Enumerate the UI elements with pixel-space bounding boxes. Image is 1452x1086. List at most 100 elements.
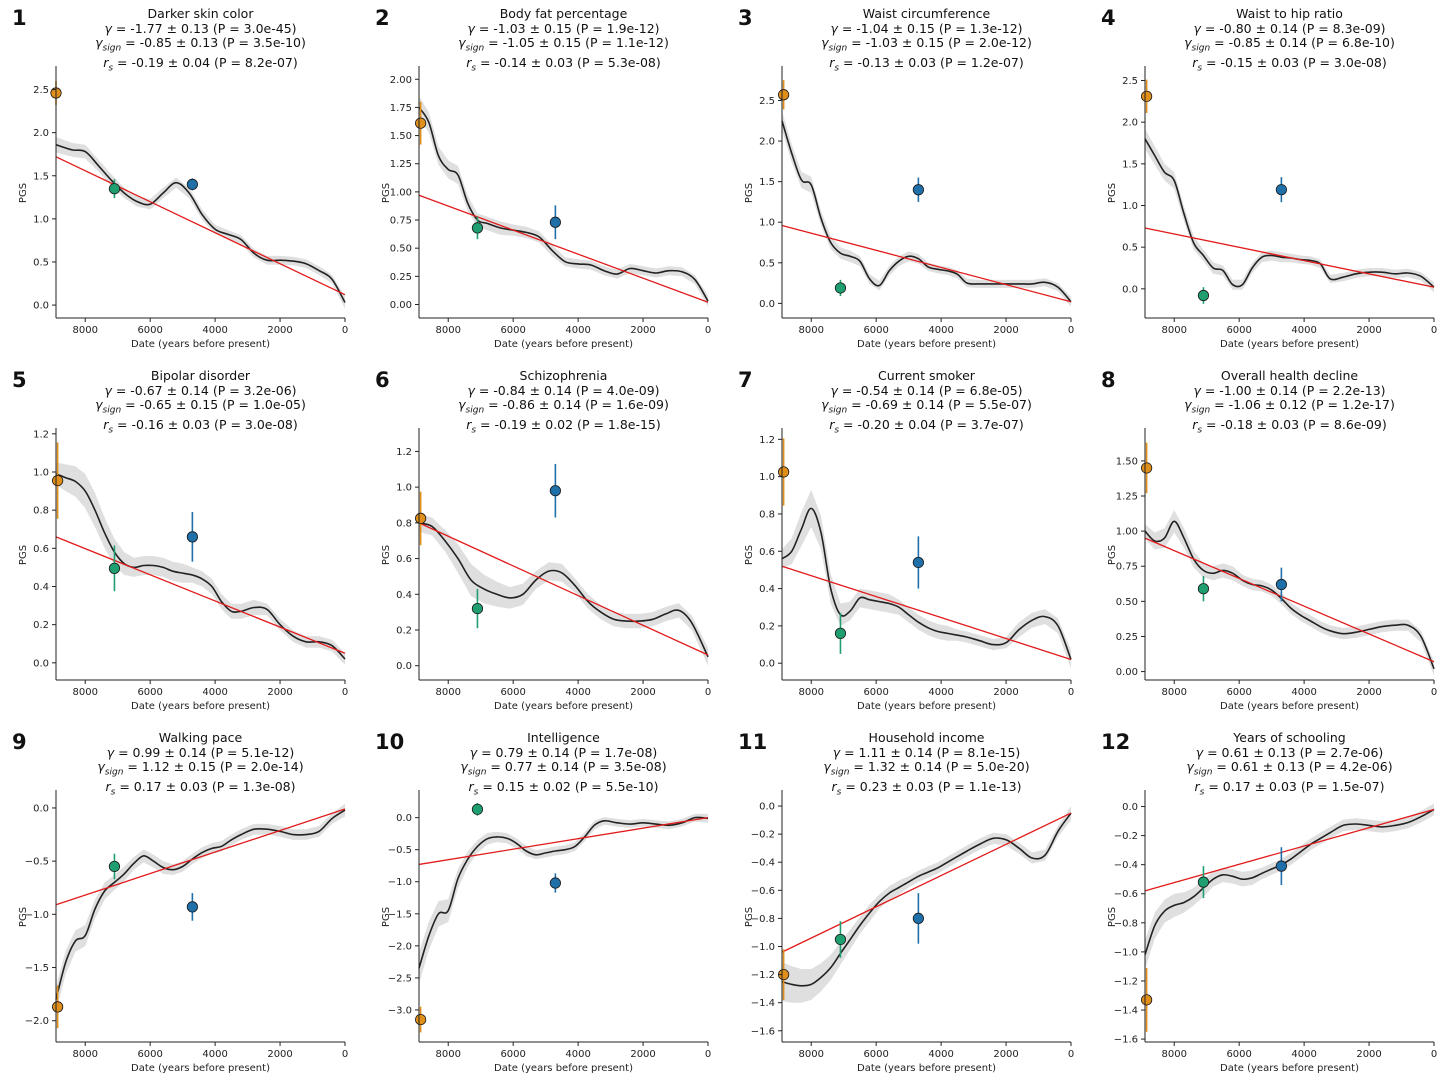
y-tick-label: 0.50 [390,244,412,255]
y-tick-label: 2.0 [33,128,49,139]
gamma-sign-stat: γsign = -1.05 ± 0.15 (P = 1.1e-12) [458,35,669,54]
x-tick-label: 6000 [137,325,162,336]
chart-panel: 2 Body fat percentage γ = -1.03 ± 0.15 (P … [363,0,726,362]
panel-number: 11 [738,730,768,754]
smoothed-curve [55,809,346,1000]
gamma-stat: γ = -1.00 ± 0.14 (P = 2.2e-13) [1193,382,1386,398]
panel-title-block: Years of schooling γ = 0.61 ± 0.13 (P = 2… [1075,730,1452,800]
y-tick-label: 1.2 [759,435,775,446]
x-tick-label: 2000 [993,687,1018,698]
x-tick-label: 2000 [267,325,292,336]
chart-panel: 9 Walking pace γ = 0.99 ± 0.14 (P = 5.1e-1… [0,724,363,1086]
plot-area: 8000 6000 4000 2000 0 0.0 0.5 1.0 1.5 2.0 2.5 Date … [744,66,1074,350]
regression-line [55,536,346,654]
x-tick-label: 4000 [928,1049,953,1060]
x-tick-label: 8000 [435,325,460,336]
data-point [471,803,484,815]
gamma-sign-stat: γsign = -0.85 ± 0.14 (P = 6.8e-10) [1184,35,1395,54]
x-tick-label: 4000 [928,687,953,698]
panel-title: Waist to hip ratio [1236,6,1343,21]
panel-title: Years of schooling [1233,730,1346,745]
panel-number: 2 [375,6,390,30]
confidence-band [782,489,1071,669]
panel-number: 3 [738,6,753,30]
y-axis-label: PGS [744,545,755,565]
plot-area: 8000 6000 4000 2000 0 0.0 0.2 0.4 0.6 0.8 1.0 1.2 Da… [744,428,1074,712]
y-tick-label: 1.50 [1116,456,1138,467]
y-tick-label: 2.5 [33,85,49,96]
y-tick-label: −0.2 [1114,831,1138,842]
x-axis-label: Date (years before present) [1220,339,1359,350]
x-tick-label: 2000 [1356,325,1381,336]
panel-title: Overall health decline [1220,368,1359,383]
x-tick-label: 0 [1068,687,1074,698]
x-tick-label: 4000 [565,325,590,336]
y-tick-label: −2.5 [388,973,412,984]
y-tick-label: −1.0 [388,877,412,888]
confidence-band [782,111,1071,307]
x-tick-label: 8000 [1161,325,1186,336]
x-tick-label: 2000 [993,1049,1018,1060]
data-point [471,602,484,615]
y-tick-label: 0.6 [396,554,412,565]
x-tick-label: 6000 [1226,1049,1251,1060]
x-tick-label: 2000 [267,1049,292,1060]
confidence-band [1145,510,1434,676]
y-axis-label: PGS [381,545,392,565]
x-tick-label: 8000 [798,687,823,698]
panel-title: Body fat percentage [499,6,628,21]
x-tick-label: 8000 [435,687,460,698]
y-tick-label: 0.2 [33,620,49,631]
panel-title-block: Darker skin color γ = -1.77 ± 0.13 (P = 3… [0,6,416,76]
y-tick-label: −1.4 [1114,1006,1138,1017]
chart-panel: 12 Years of schooling γ = 0.61 ± 0.13 (P =… [1089,724,1452,1086]
panel-number: 10 [375,730,405,754]
plot-area: 8000 6000 4000 2000 0 0.0 0.5 1.0 1.5 2.0 2.5 Date … [1107,66,1437,350]
smoothed-curve [418,106,709,302]
gamma-stat: γ = -1.04 ± 0.15 (P = 1.3e-12) [830,20,1023,36]
x-tick-label: 2000 [1356,1049,1381,1060]
chart-panel: 1 Darker skin color γ = -1.77 ± 0.13 (P = … [0,0,363,362]
y-axis-label: PGS [18,907,29,927]
gamma-sign-stat: γsign = 0.77 ± 0.14 (P = 3.5e-08) [460,759,667,778]
rs-stat: rs = -0.18 ± 0.03 (P = 8.6e-09) [1192,417,1387,436]
y-tick-label: 0.50 [1116,597,1138,608]
plot-area: 8000 6000 4000 2000 0 0.00 0.25 0.50 0.75 1.00 1.2… [381,66,711,350]
y-tick-label: −1.0 [25,910,49,921]
panel-number: 6 [375,368,390,392]
rs-stat: rs = 0.17 ± 0.03 (P = 1.5e-07) [1194,779,1385,798]
y-tick-label: 0.6 [759,547,775,558]
rs-stat: rs = -0.20 ± 0.04 (P = 3.7e-07) [829,417,1024,436]
y-axis-label: PGS [381,183,392,203]
y-tick-label: 0.4 [33,582,49,593]
regression-line [1144,227,1435,288]
y-tick-label: 0.5 [1122,243,1138,254]
y-tick-label: −1.5 [25,963,49,974]
y-tick-label: −0.8 [1114,918,1138,929]
x-tick-label: 8000 [72,1049,97,1060]
chart-panel: 7 Current smoker γ = -0.54 ± 0.14 (P = 6.8… [726,362,1089,724]
x-tick-label: 0 [1068,325,1074,336]
y-tick-label: 0.75 [390,216,412,227]
gamma-sign-stat: γsign = -1.06 ± 0.12 (P = 1.2e-17) [1184,397,1395,416]
x-tick-label: 0 [1431,325,1437,336]
y-tick-label: 1.00 [390,187,412,198]
y-tick-label: −2.0 [25,1016,49,1027]
gamma-sign-stat: γsign = -1.03 ± 0.15 (P = 2.0e-12) [821,35,1032,54]
y-tick-label: 0.0 [1122,284,1138,295]
x-tick-label: 6000 [863,687,888,698]
y-axis-label: PGS [18,183,29,203]
y-tick-label: 0.0 [396,661,412,672]
gamma-stat: γ = 0.99 ± 0.14 (P = 5.1e-12) [106,744,295,760]
y-tick-label: 0.8 [396,518,412,529]
data-point [1275,860,1287,872]
data-point [912,184,924,196]
plot-area: 8000 6000 4000 2000 0 −1.6 −1.4 −1.2 −1.0 −0.8 −0.… [1107,790,1437,1074]
regression-line [418,194,709,303]
x-tick-label: 4000 [928,325,953,336]
y-tick-label: 2.5 [759,96,775,107]
x-tick-label: 6000 [500,1049,525,1060]
x-axis-label: Date (years before present) [131,339,270,350]
y-tick-label: −1.6 [751,1026,775,1037]
